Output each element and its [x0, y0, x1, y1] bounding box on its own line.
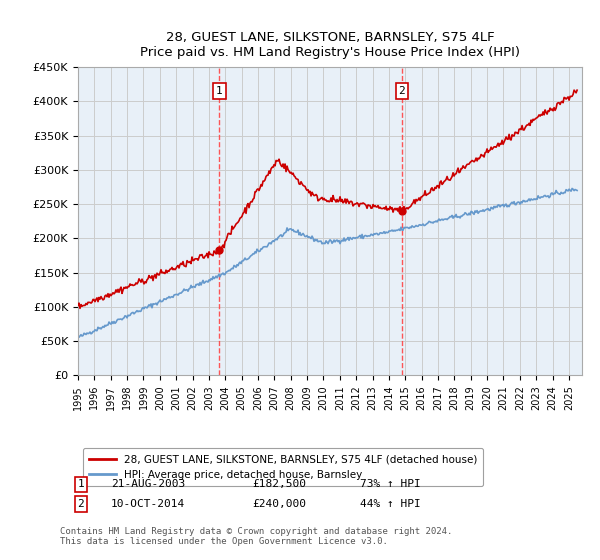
Text: 73% ↑ HPI: 73% ↑ HPI	[360, 479, 421, 489]
Text: £240,000: £240,000	[252, 499, 306, 509]
Title: 28, GUEST LANE, SILKSTONE, BARNSLEY, S75 4LF
Price paid vs. HM Land Registry's H: 28, GUEST LANE, SILKSTONE, BARNSLEY, S75…	[140, 31, 520, 59]
Text: 2: 2	[77, 499, 85, 509]
Legend: 28, GUEST LANE, SILKSTONE, BARNSLEY, S75 4LF (detached house), HPI: Average pric: 28, GUEST LANE, SILKSTONE, BARNSLEY, S75…	[83, 448, 484, 486]
Text: Contains HM Land Registry data © Crown copyright and database right 2024.
This d: Contains HM Land Registry data © Crown c…	[60, 526, 452, 546]
Text: 10-OCT-2014: 10-OCT-2014	[111, 499, 185, 509]
Text: 21-AUG-2003: 21-AUG-2003	[111, 479, 185, 489]
Text: £182,500: £182,500	[252, 479, 306, 489]
Text: 1: 1	[77, 479, 85, 489]
Text: 1: 1	[216, 86, 223, 96]
Text: 44% ↑ HPI: 44% ↑ HPI	[360, 499, 421, 509]
Text: 2: 2	[398, 86, 405, 96]
